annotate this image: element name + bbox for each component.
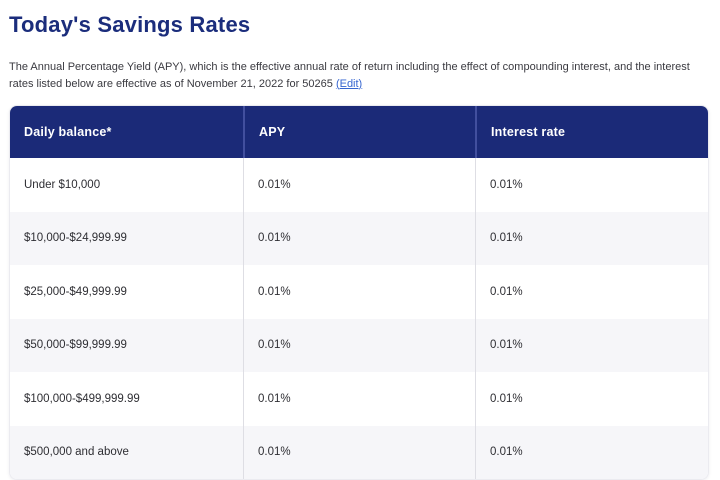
column-header-daily-balance: Daily balance* [24, 125, 112, 139]
interest-rate-cell: 0.01% [475, 211, 708, 265]
table-row: Under $10,000 0.01% 0.01% [10, 158, 708, 212]
daily-balance-cell: $100,000-$499,999.99 [24, 392, 140, 405]
page-title: Today's Savings Rates [9, 12, 251, 37]
apy-cell: 0.01% [243, 158, 475, 212]
column-header-apy: APY [243, 106, 475, 158]
table-header-row: Daily balance* APY Interest rate [10, 106, 708, 158]
apy-cell: 0.01% [243, 425, 475, 479]
daily-balance-cell: $25,000-$49,999.99 [24, 285, 127, 298]
table-row: $100,000-$499,999.99 0.01% 0.01% [10, 372, 708, 426]
daily-balance-cell: $10,000-$24,999.99 [24, 232, 127, 245]
daily-balance-cell: $500,000 and above [24, 446, 129, 459]
column-header-interest-rate: Interest rate [475, 106, 708, 158]
interest-rate-cell: 0.01% [475, 265, 708, 319]
savings-rates-table: Daily balance* APY Interest rate Under $… [9, 105, 709, 480]
rates-description: The Annual Percentage Yield (APY), which… [9, 59, 709, 92]
table-row: $500,000 and above 0.01% 0.01% [10, 425, 708, 479]
apy-cell: 0.01% [243, 318, 475, 372]
daily-balance-cell: Under $10,000 [24, 178, 101, 191]
interest-rate-cell: 0.01% [475, 425, 708, 479]
table-row: $10,000-$24,999.99 0.01% 0.01% [10, 211, 708, 265]
daily-balance-cell: $50,000-$99,999.99 [24, 339, 127, 352]
interest-rate-cell: 0.01% [475, 372, 708, 426]
apy-cell: 0.01% [243, 211, 475, 265]
interest-rate-cell: 0.01% [475, 158, 708, 212]
rates-description-text: The Annual Percentage Yield (APY), which… [9, 61, 690, 90]
edit-zip-link[interactable]: (Edit) [335, 77, 363, 90]
table-row: $25,000-$49,999.99 0.01% 0.01% [10, 265, 708, 319]
apy-cell: 0.01% [243, 265, 475, 319]
apy-cell: 0.01% [243, 372, 475, 426]
interest-rate-cell: 0.01% [475, 318, 708, 372]
table-row: $50,000-$99,999.99 0.01% 0.01% [10, 318, 708, 372]
